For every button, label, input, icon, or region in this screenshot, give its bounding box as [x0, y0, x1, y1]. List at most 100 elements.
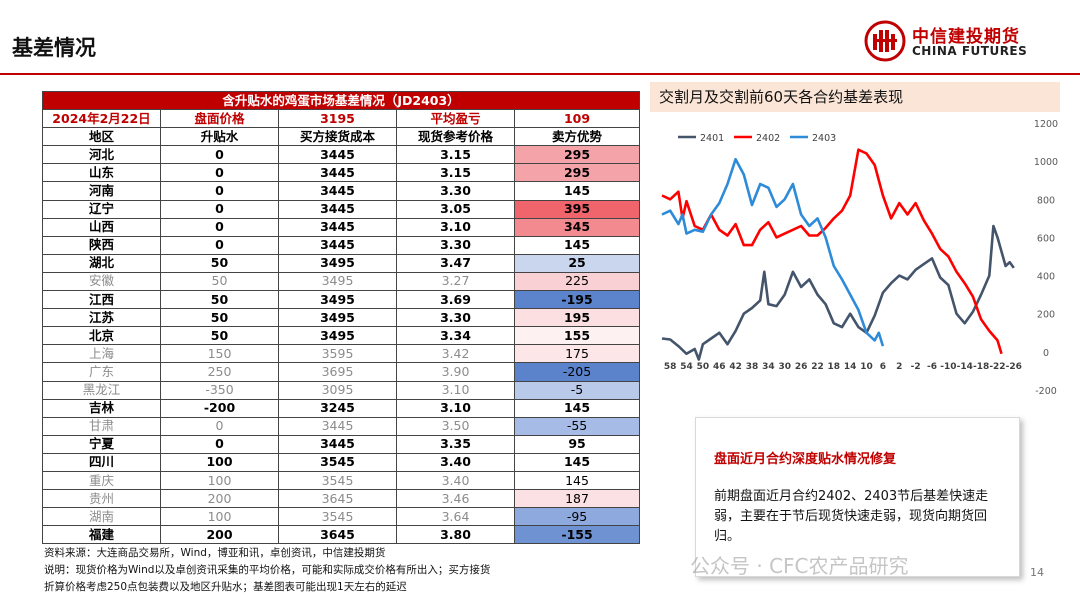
- premium-cell: 0: [161, 146, 279, 164]
- seller-advantage-cell: 145: [515, 236, 640, 254]
- page-title: 基差情况: [12, 32, 96, 62]
- spot-price-cell: 3.42: [397, 345, 515, 363]
- seller-advantage-cell: 145: [515, 471, 640, 489]
- table-row: 安徽 50 3495 3.27 225: [43, 272, 640, 290]
- table-row: 福建 200 3645 3.80 -155: [43, 526, 640, 544]
- spot-price-cell: 3.10: [397, 399, 515, 417]
- table-row: 辽宁 0 3445 3.05 395: [43, 200, 640, 218]
- seller-advantage-cell: -155: [515, 526, 640, 544]
- premium-cell: 50: [161, 327, 279, 345]
- spot-price-cell: 3.34: [397, 327, 515, 345]
- y-tick-label: 600: [1037, 233, 1055, 244]
- seller-advantage-cell: -95: [515, 508, 640, 526]
- buyer-cost-cell: 3495: [279, 327, 397, 345]
- basis-line-chart: -200 0 200 400 600 800 1000 1200 58 54 50 46 42 38 34 3…: [650, 116, 1070, 400]
- page-number: 14: [1030, 566, 1044, 579]
- x-tick-label: 34: [762, 362, 775, 372]
- seller-advantage-cell: 145: [515, 453, 640, 471]
- region-cell: 河南: [43, 182, 161, 200]
- seller-advantage-cell: -5: [515, 381, 640, 399]
- buyer-cost-cell: 3495: [279, 291, 397, 309]
- series-line-2403: [662, 159, 883, 346]
- x-tick-label: 30: [778, 362, 791, 372]
- region-cell: 江西: [43, 291, 161, 309]
- y-tick-label: 200: [1037, 310, 1055, 321]
- buyer-cost-cell: 3645: [279, 490, 397, 508]
- spot-price-cell: 3.50: [397, 417, 515, 435]
- buyer-cost-cell: 3645: [279, 526, 397, 544]
- y-tick-label: 800: [1037, 195, 1055, 206]
- table-row: 河南 0 3445 3.30 145: [43, 182, 640, 200]
- region-cell: 吉林: [43, 399, 161, 417]
- region-cell: 广东: [43, 363, 161, 381]
- region-cell: 北京: [43, 327, 161, 345]
- table-row: 吉林 -200 3245 3.10 145: [43, 399, 640, 417]
- buyer-cost-cell: 3695: [279, 363, 397, 381]
- buyer-cost-cell: 3445: [279, 236, 397, 254]
- table-row: 陕西 0 3445 3.30 145: [43, 236, 640, 254]
- brand-logo: 中信建投期货 CHINA FUTURES: [864, 18, 1064, 66]
- futures-price-value: 3195: [279, 110, 397, 128]
- buyer-cost-cell: 3445: [279, 435, 397, 453]
- region-cell: 上海: [43, 345, 161, 363]
- table-row: 湖北 50 3495 3.47 25: [43, 254, 640, 272]
- x-tick-label: 6: [880, 362, 886, 372]
- premium-cell: 0: [161, 182, 279, 200]
- seller-advantage-cell: 145: [515, 182, 640, 200]
- seller-advantage-cell: 145: [515, 399, 640, 417]
- region-cell: 湖南: [43, 508, 161, 526]
- seller-advantage-cell: 187: [515, 490, 640, 508]
- source-line: 资料来源：大连商品交易所，Wind，博亚和讯，卓创资讯，中信建投期货: [44, 545, 624, 562]
- buyer-cost-cell: 3095: [279, 381, 397, 399]
- x-tick-label: 46: [713, 362, 726, 372]
- region-cell: 甘肃: [43, 417, 161, 435]
- y-tick-label: 1200: [1034, 119, 1058, 130]
- column-header: 买方接货成本: [279, 128, 397, 146]
- spot-price-cell: 3.64: [397, 508, 515, 526]
- seller-advantage-cell: 155: [515, 327, 640, 345]
- table-body: 河北 0 3445 3.15 295 山东 0 3445 3.15 295 河南 0 3445 3.30 1…: [43, 146, 640, 544]
- region-cell: 贵州: [43, 490, 161, 508]
- premium-cell: 250: [161, 363, 279, 381]
- buyer-cost-cell: 3245: [279, 399, 397, 417]
- x-tick-label: 54: [680, 362, 693, 372]
- region-cell: 河北: [43, 146, 161, 164]
- table-row: 重庆 100 3545 3.40 145: [43, 471, 640, 489]
- seller-advantage-cell: 195: [515, 309, 640, 327]
- region-cell: 安徽: [43, 272, 161, 290]
- buyer-cost-cell: 3495: [279, 309, 397, 327]
- y-tick-label: -200: [1035, 386, 1057, 397]
- spot-price-cell: 3.30: [397, 236, 515, 254]
- premium-cell: 200: [161, 490, 279, 508]
- column-header: 卖方优势: [515, 128, 640, 146]
- spot-price-cell: 3.47: [397, 254, 515, 272]
- table-title: 含升贴水的鸡蛋市场基差情况（JD2403）: [43, 92, 640, 110]
- legend-label: 2401: [700, 133, 724, 144]
- avg-profit-value: 109: [515, 110, 640, 128]
- x-tick-label: 42: [729, 362, 742, 372]
- y-tick-label: 400: [1037, 272, 1055, 283]
- spot-price-cell: 3.69: [397, 291, 515, 309]
- seller-advantage-cell: -55: [515, 417, 640, 435]
- seller-advantage-cell: 295: [515, 146, 640, 164]
- table-row: 湖南 100 3545 3.64 -95: [43, 508, 640, 526]
- seller-advantage-cell: 295: [515, 164, 640, 182]
- premium-cell: 50: [161, 254, 279, 272]
- table-row: 江西 50 3495 3.69 -195: [43, 291, 640, 309]
- premium-cell: 0: [161, 200, 279, 218]
- spot-price-cell: 3.05: [397, 200, 515, 218]
- spot-price-cell: 3.40: [397, 453, 515, 471]
- table-row: 山西 0 3445 3.10 345: [43, 218, 640, 236]
- premium-cell: 0: [161, 218, 279, 236]
- region-cell: 山东: [43, 164, 161, 182]
- table-row: 山东 0 3445 3.15 295: [43, 164, 640, 182]
- buyer-cost-cell: 3445: [279, 218, 397, 236]
- watermark: 公众号 · CFC农产品研究: [690, 550, 909, 579]
- table-row: 黑龙江 -350 3095 3.10 -5: [43, 381, 640, 399]
- buyer-cost-cell: 3445: [279, 417, 397, 435]
- x-tick-label: 18: [828, 362, 841, 372]
- note-line-1: 说明：现货价格为Wind以及卓创资讯采集的平均价格，可能和实际成交价格有所出入；…: [44, 562, 624, 579]
- buyer-cost-cell: 3445: [279, 182, 397, 200]
- buyer-cost-cell: 3445: [279, 164, 397, 182]
- seller-advantage-cell: 345: [515, 218, 640, 236]
